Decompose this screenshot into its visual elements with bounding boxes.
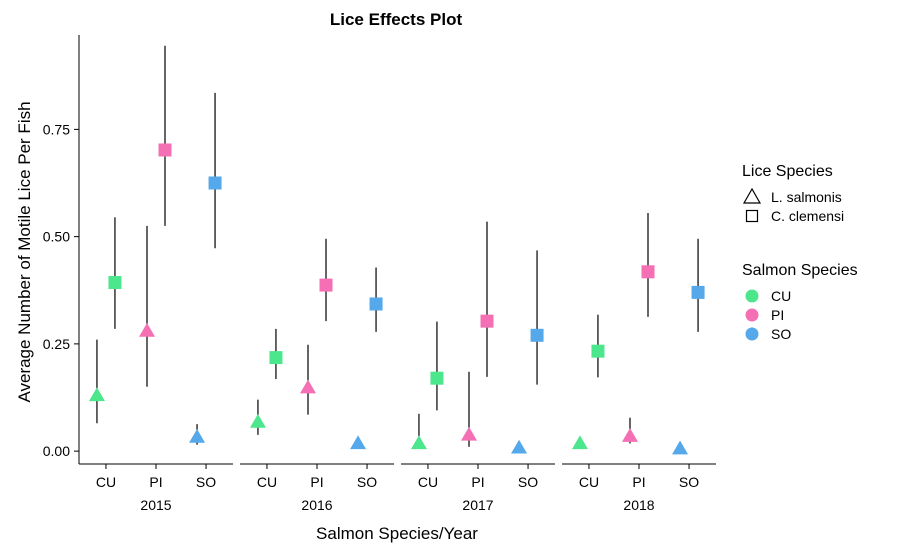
y-tick-label: 0.75: [43, 121, 70, 137]
legend-shape-label: L. salmonis: [771, 189, 842, 205]
legend-shape-item: L. salmonis: [742, 187, 842, 205]
x-tick-label: SO: [196, 474, 216, 490]
y-tick-label: 0.00: [43, 443, 70, 459]
panel-2016: CU PI SO 2016: [240, 238, 394, 513]
panel-label: 2015: [140, 497, 171, 513]
data-point-square: [480, 314, 494, 328]
x-tick-label: PI: [310, 474, 323, 490]
data-point-square: [319, 278, 333, 292]
x-axis-title: Salmon Species/Year: [316, 524, 478, 543]
x-tick-label: SO: [679, 474, 699, 490]
legend-color-title: Salmon Species: [742, 262, 858, 279]
panel-2017: CU PI SO 2017: [401, 221, 555, 513]
x-tick-label: SO: [357, 474, 377, 490]
legend-color-item: SO: [745, 326, 791, 342]
x-tick-label: PI: [149, 474, 162, 490]
panel-label: 2017: [462, 497, 493, 513]
data-point-triangle: [189, 428, 206, 443]
x-tick-label: PI: [632, 474, 645, 490]
data-point-triangle: [571, 435, 588, 450]
chart-panels: CU PI SO 2015 CU PI SO 2016 CU PI SO 2017 CU PI SO 2018: [79, 45, 716, 513]
legend-color-item: PI: [745, 307, 784, 323]
legend-color-label: SO: [771, 326, 791, 342]
data-point-triangle: [461, 426, 477, 441]
data-point-triangle: [139, 323, 155, 337]
data-point-square: [591, 344, 605, 358]
y-axis-title: Average Number of Motile Lice Per Fish: [15, 101, 34, 402]
legend-shape-title: Lice Species: [742, 163, 833, 180]
data-point-triangle: [511, 439, 528, 454]
legend-color-label: CU: [771, 288, 791, 304]
data-point-triangle: [622, 428, 638, 442]
data-point-square: [530, 328, 544, 342]
legend-color-items: CU PI SO: [745, 288, 791, 342]
data-point-triangle: [672, 440, 689, 455]
x-tick-label: CU: [579, 474, 599, 490]
data-point-triangle: [249, 413, 266, 428]
legend: Lice Species L. salmonis C. clemensi Salm…: [742, 163, 858, 342]
chart-title: Lice Effects Plot: [330, 10, 463, 29]
y-axis: 0.00 0.25 0.50 0.75: [43, 35, 80, 464]
legend-color-dot-icon: [745, 308, 759, 322]
data-point-square: [641, 265, 655, 279]
data-point-square: [691, 285, 705, 299]
panel-2018: CU PI SO 2018: [562, 213, 716, 513]
data-point-square: [430, 371, 444, 385]
legend-color-dot-icon: [745, 327, 759, 341]
data-point-square: [208, 176, 222, 190]
x-tick-label: CU: [96, 474, 116, 490]
panel-label: 2018: [623, 497, 654, 513]
data-point-square: [369, 297, 383, 311]
legend-color-label: PI: [771, 307, 784, 323]
x-tick-label: SO: [518, 474, 538, 490]
legend-shape-items: L. salmonis C. clemensi: [742, 187, 844, 224]
x-tick-label: PI: [471, 474, 484, 490]
legend-square-icon: [745, 209, 759, 223]
data-point-triangle: [350, 435, 367, 450]
data-point-square: [158, 143, 172, 157]
legend-shape-item: C. clemensi: [745, 208, 844, 224]
data-point-triangle: [300, 379, 316, 394]
data-point-triangle: [88, 387, 105, 402]
y-tick-label: 0.50: [43, 229, 70, 245]
legend-triangle-icon: [742, 187, 762, 204]
x-tick-label: CU: [257, 474, 277, 490]
panel-label: 2016: [301, 497, 332, 513]
data-point-triangle: [410, 435, 427, 450]
data-point-square: [269, 351, 283, 365]
panel-2015: CU PI SO 2015: [79, 45, 233, 513]
legend-color-dot-icon: [745, 289, 759, 303]
legend-color-item: CU: [745, 288, 791, 304]
x-tick-label: CU: [418, 474, 438, 490]
data-point-square: [108, 276, 122, 290]
legend-shape-label: C. clemensi: [771, 208, 844, 224]
y-tick-label: 0.25: [43, 336, 70, 352]
